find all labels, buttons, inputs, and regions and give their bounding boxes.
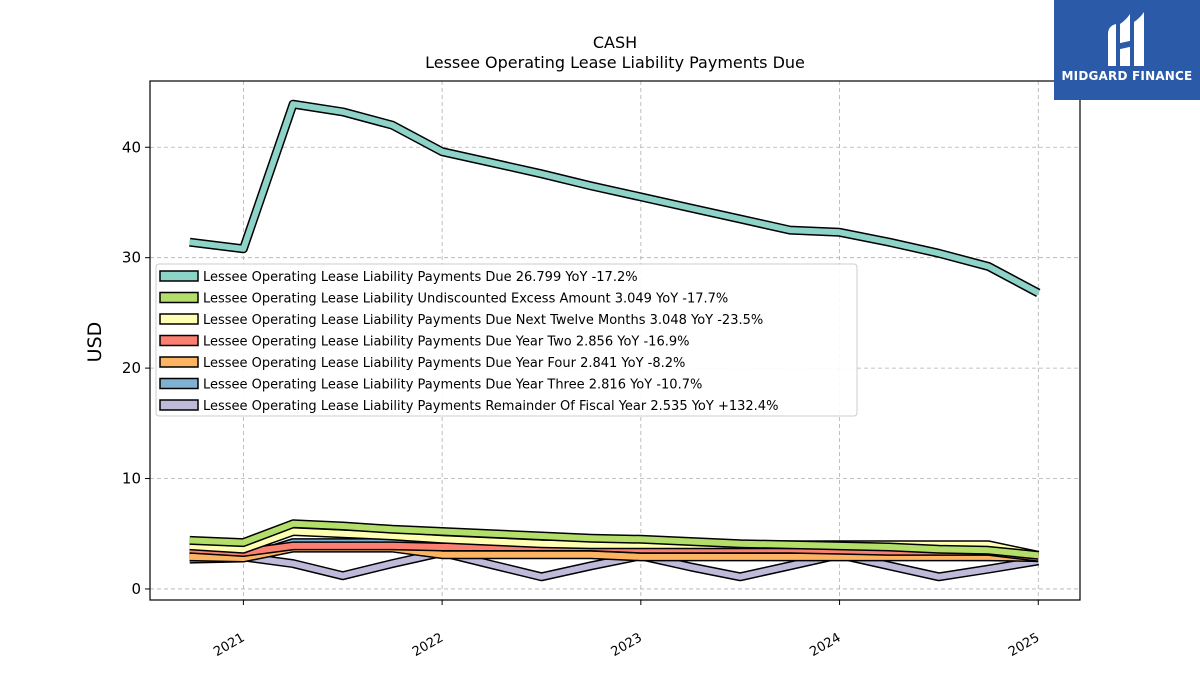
logo-text: MIDGARD FINANCE bbox=[1061, 69, 1193, 83]
y-tick-label: 30 bbox=[122, 249, 141, 267]
x-axis: 2021 2022 2023 2024 2025 bbox=[211, 600, 1042, 660]
y-axis: 0 10 20 30 40 bbox=[122, 138, 150, 598]
y-tick-label: 20 bbox=[122, 359, 141, 377]
legend-item: Lessee Operating Lease Liability Payment… bbox=[159, 377, 702, 393]
legend-item: Lessee Operating Lease Liability Payment… bbox=[159, 313, 763, 328]
legend-label: Lessee Operating Lease Liability Payment… bbox=[203, 356, 685, 371]
series-1 bbox=[189, 99, 1041, 297]
y-tick-label: 10 bbox=[122, 470, 141, 488]
logo-mark-icon bbox=[1108, 12, 1144, 66]
legend-item: Lessee Operating Lease Liability Undisco… bbox=[159, 291, 728, 307]
legend-swatch bbox=[159, 334, 199, 347]
legend-label: Lessee Operating Lease Liability Payment… bbox=[203, 335, 689, 350]
legend-swatch bbox=[159, 356, 199, 368]
legend-label: Lessee Operating Lease Liability Payment… bbox=[203, 313, 763, 328]
legend-swatch bbox=[159, 313, 199, 325]
legend-box bbox=[155, 263, 858, 417]
legend-swatch bbox=[159, 291, 199, 304]
plot-frame bbox=[149, 80, 1081, 601]
legend-swatch bbox=[159, 399, 199, 411]
x-tick-label: 2021 bbox=[211, 630, 247, 660]
legend-item: Lessee Operating Lease Liability Payment… bbox=[159, 356, 685, 371]
chart-title: CASH bbox=[593, 33, 637, 52]
series-line bbox=[189, 549, 1039, 580]
legend-label: Lessee Operating Lease Liability Payment… bbox=[203, 378, 702, 393]
series-layer bbox=[189, 99, 1041, 582]
x-tick-label: 2024 bbox=[807, 630, 843, 660]
series-line bbox=[189, 520, 1039, 559]
legend: Lessee Operating Lease Liability Payment… bbox=[155, 263, 858, 417]
midgard-finance-logo: MIDGARD FINANCE bbox=[1054, 0, 1200, 100]
legend-swatch bbox=[159, 270, 199, 282]
legend-label: Lessee Operating Lease Liability Undisco… bbox=[203, 292, 728, 307]
series-7 bbox=[189, 548, 1040, 582]
legend-item: Lessee Operating Lease Liability Payment… bbox=[159, 399, 778, 414]
series-line bbox=[189, 101, 1040, 296]
series-2 bbox=[189, 519, 1039, 560]
legend-item: Lessee Operating Lease Liability Payment… bbox=[159, 270, 638, 285]
y-axis-label: USD bbox=[84, 322, 106, 363]
legend-swatch bbox=[159, 377, 199, 390]
legend-item: Lessee Operating Lease Liability Payment… bbox=[159, 334, 689, 350]
legend-label: Lessee Operating Lease Liability Payment… bbox=[203, 270, 638, 285]
y-tick-label: 40 bbox=[122, 138, 141, 156]
legend-label: Lessee Operating Lease Liability Payment… bbox=[203, 399, 778, 414]
y-tick-label: 0 bbox=[131, 580, 141, 598]
x-tick-label: 2022 bbox=[410, 630, 446, 660]
chart-subtitle: Lessee Operating Lease Liability Payment… bbox=[425, 53, 805, 72]
x-tick-label: 2023 bbox=[609, 630, 645, 660]
x-tick-label: 2025 bbox=[1006, 630, 1042, 660]
